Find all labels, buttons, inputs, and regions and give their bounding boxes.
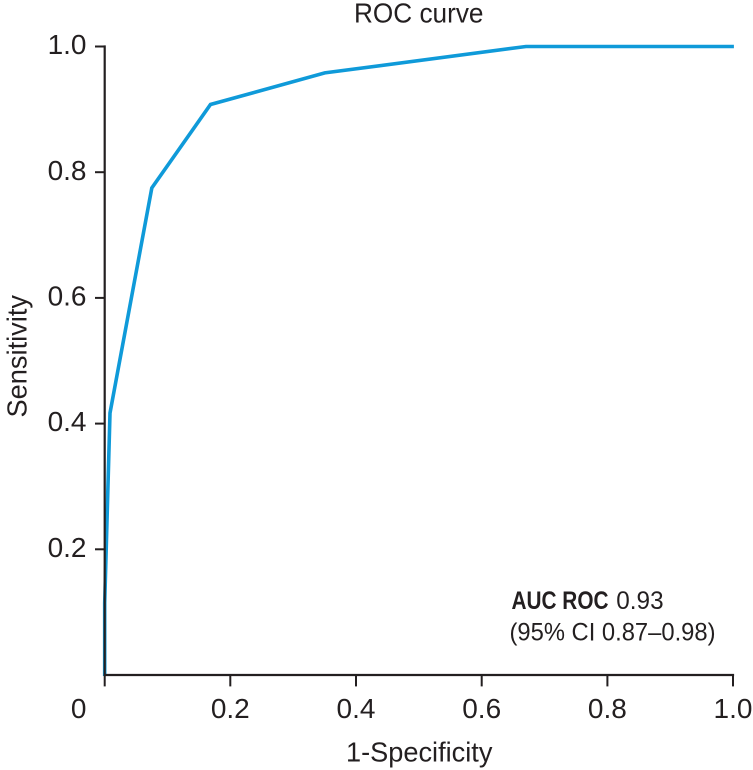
svg-text:1-Specificity: 1-Specificity xyxy=(346,737,492,768)
svg-text:0.8: 0.8 xyxy=(48,155,87,186)
svg-text:0.6: 0.6 xyxy=(462,693,501,724)
svg-text:0.6: 0.6 xyxy=(48,281,87,312)
svg-text:0.4: 0.4 xyxy=(48,406,87,437)
svg-text:1.0: 1.0 xyxy=(714,693,753,724)
svg-text:0: 0 xyxy=(71,693,87,724)
svg-text:0.4: 0.4 xyxy=(337,693,376,724)
svg-text:0.2: 0.2 xyxy=(211,693,250,724)
svg-text:ROC curve: ROC curve xyxy=(354,0,484,29)
svg-text:(95% CI 0.87–0.98): (95% CI 0.87–0.98) xyxy=(510,619,716,647)
svg-text:0.93: 0.93 xyxy=(616,587,663,615)
svg-text:0.2: 0.2 xyxy=(48,532,87,563)
svg-text:AUC ROC: AUC ROC xyxy=(512,587,609,615)
svg-text:0.8: 0.8 xyxy=(588,693,627,724)
svg-text:1.0: 1.0 xyxy=(48,29,87,60)
svg-text:Sensitivity: Sensitivity xyxy=(2,295,33,418)
